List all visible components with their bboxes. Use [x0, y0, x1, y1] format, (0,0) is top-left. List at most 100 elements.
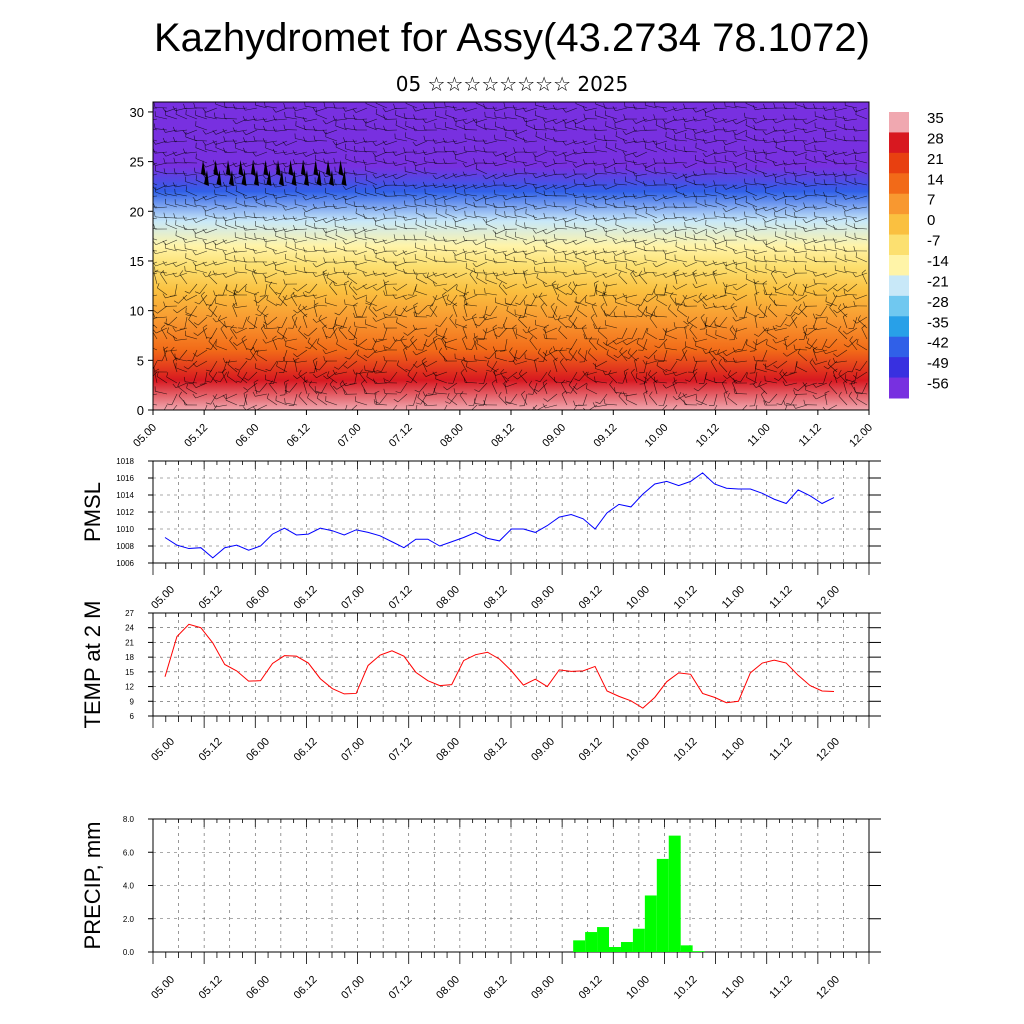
wind-barb [655, 124, 668, 131]
wind-barb-flag [222, 181, 226, 187]
wind-barb-flag [704, 189, 706, 195]
wind-barb [695, 107, 708, 113]
wind-barb [615, 268, 628, 274]
wind-barb [692, 371, 698, 384]
wind-barb-flag [683, 301, 686, 307]
wind-barb-flag [605, 142, 607, 148]
wind-barb-flag [506, 305, 509, 311]
wind-barb-flag [682, 272, 686, 277]
wind-barb-flag [277, 326, 280, 332]
wind-barb [365, 118, 378, 124]
wind-barb [432, 338, 438, 351]
wind-barb-flag [208, 303, 212, 309]
wind-barb-flag [383, 355, 386, 361]
wind-barb [555, 107, 568, 110]
wind-barb-flag [763, 400, 766, 406]
wind-barb-flag [213, 290, 216, 296]
wind-barb-flag [712, 260, 716, 266]
wind-barb-flag [735, 380, 741, 383]
wind-barb-flag [755, 208, 757, 214]
wind-barb [705, 204, 718, 208]
wind-barb [525, 118, 538, 123]
wind-barb-flag [792, 151, 796, 156]
wind-barb [515, 129, 528, 135]
wind-barb [285, 272, 298, 276]
wind-barb [575, 272, 588, 275]
wind-barb-flag [782, 128, 786, 134]
wind-barb [365, 283, 378, 290]
wind-barb [355, 344, 368, 351]
wind-barb-flag [763, 289, 766, 295]
wind-barb [485, 128, 498, 131]
wind-barb-flag [693, 299, 698, 303]
wind-barb [435, 224, 448, 230]
wind-barb [413, 305, 418, 318]
wind-barb-flag [768, 304, 772, 309]
wind-barb [825, 151, 838, 158]
wind-barb-flag [784, 255, 786, 261]
wind-barb [455, 140, 468, 145]
wind-barb [665, 327, 678, 333]
wind-barb-flag [625, 296, 627, 302]
wind-barb [265, 327, 278, 330]
wind-barb [665, 250, 678, 255]
wind-barb-flag [194, 199, 196, 206]
wind-barb-flag [855, 109, 857, 115]
wind-barb-flag [614, 166, 616, 173]
wind-barb-flag [165, 318, 167, 324]
wind-barb-flag [465, 263, 468, 269]
wind-barb [463, 305, 468, 318]
wind-barb-flag [663, 202, 666, 208]
wind-barb-flag [463, 356, 466, 362]
wind-barb-flag [415, 219, 417, 225]
wind-barb [445, 173, 458, 180]
wind-barb-flag [372, 152, 377, 157]
wind-barb-flag [220, 324, 225, 329]
wind-barb-flag [413, 302, 419, 306]
wind-barb-flag [412, 184, 416, 189]
wind-barb-flag [333, 179, 336, 185]
wind-barb [366, 376, 378, 384]
wind-barb-flag [312, 107, 316, 112]
wind-barb-flag [843, 289, 846, 295]
wind-barb-flag [682, 346, 687, 351]
wind-barb-flag [200, 291, 205, 296]
wind-barb [265, 204, 278, 208]
wind-barb [575, 250, 588, 255]
wind-barb [625, 250, 638, 255]
wind-barb [455, 272, 468, 279]
wind-barb-flag [844, 266, 846, 272]
wind-barb [327, 371, 338, 380]
wind-barb [278, 297, 288, 307]
wind-barb [235, 107, 248, 110]
wind-barb [760, 394, 768, 406]
wind-barb [509, 393, 518, 404]
y-tick-label: 1006 [116, 559, 134, 568]
wind-barb [636, 377, 648, 384]
wind-barb-flag [783, 343, 788, 347]
wind-barb-flag [212, 140, 216, 145]
wind-barb-flag [833, 309, 838, 314]
wind-barb-flag [622, 293, 626, 298]
wind-barb-flag [744, 244, 746, 250]
wind-barb-flag [423, 104, 426, 109]
wind-barb [245, 228, 258, 231]
wind-barb [165, 323, 178, 329]
wind-barb [312, 360, 318, 373]
wind-barb [765, 245, 778, 252]
wind-barb [396, 322, 408, 329]
wind-barb-flag [326, 272, 329, 278]
wind-barb-flag [422, 118, 426, 124]
wind-barb [345, 158, 358, 164]
wind-barb [845, 180, 858, 186]
wind-barb-flag [473, 332, 476, 339]
wind-barb [605, 125, 618, 131]
wind-barb-flag [423, 400, 426, 406]
wind-barb-flag [745, 306, 748, 312]
wind-barb-flag [235, 380, 241, 383]
wind-barb-flag [553, 137, 556, 143]
wind-barb [555, 260, 568, 263]
wind-barb [275, 400, 288, 406]
wind-barb-flag [143, 272, 146, 276]
x-tick-label: 11.12 [797, 422, 824, 449]
